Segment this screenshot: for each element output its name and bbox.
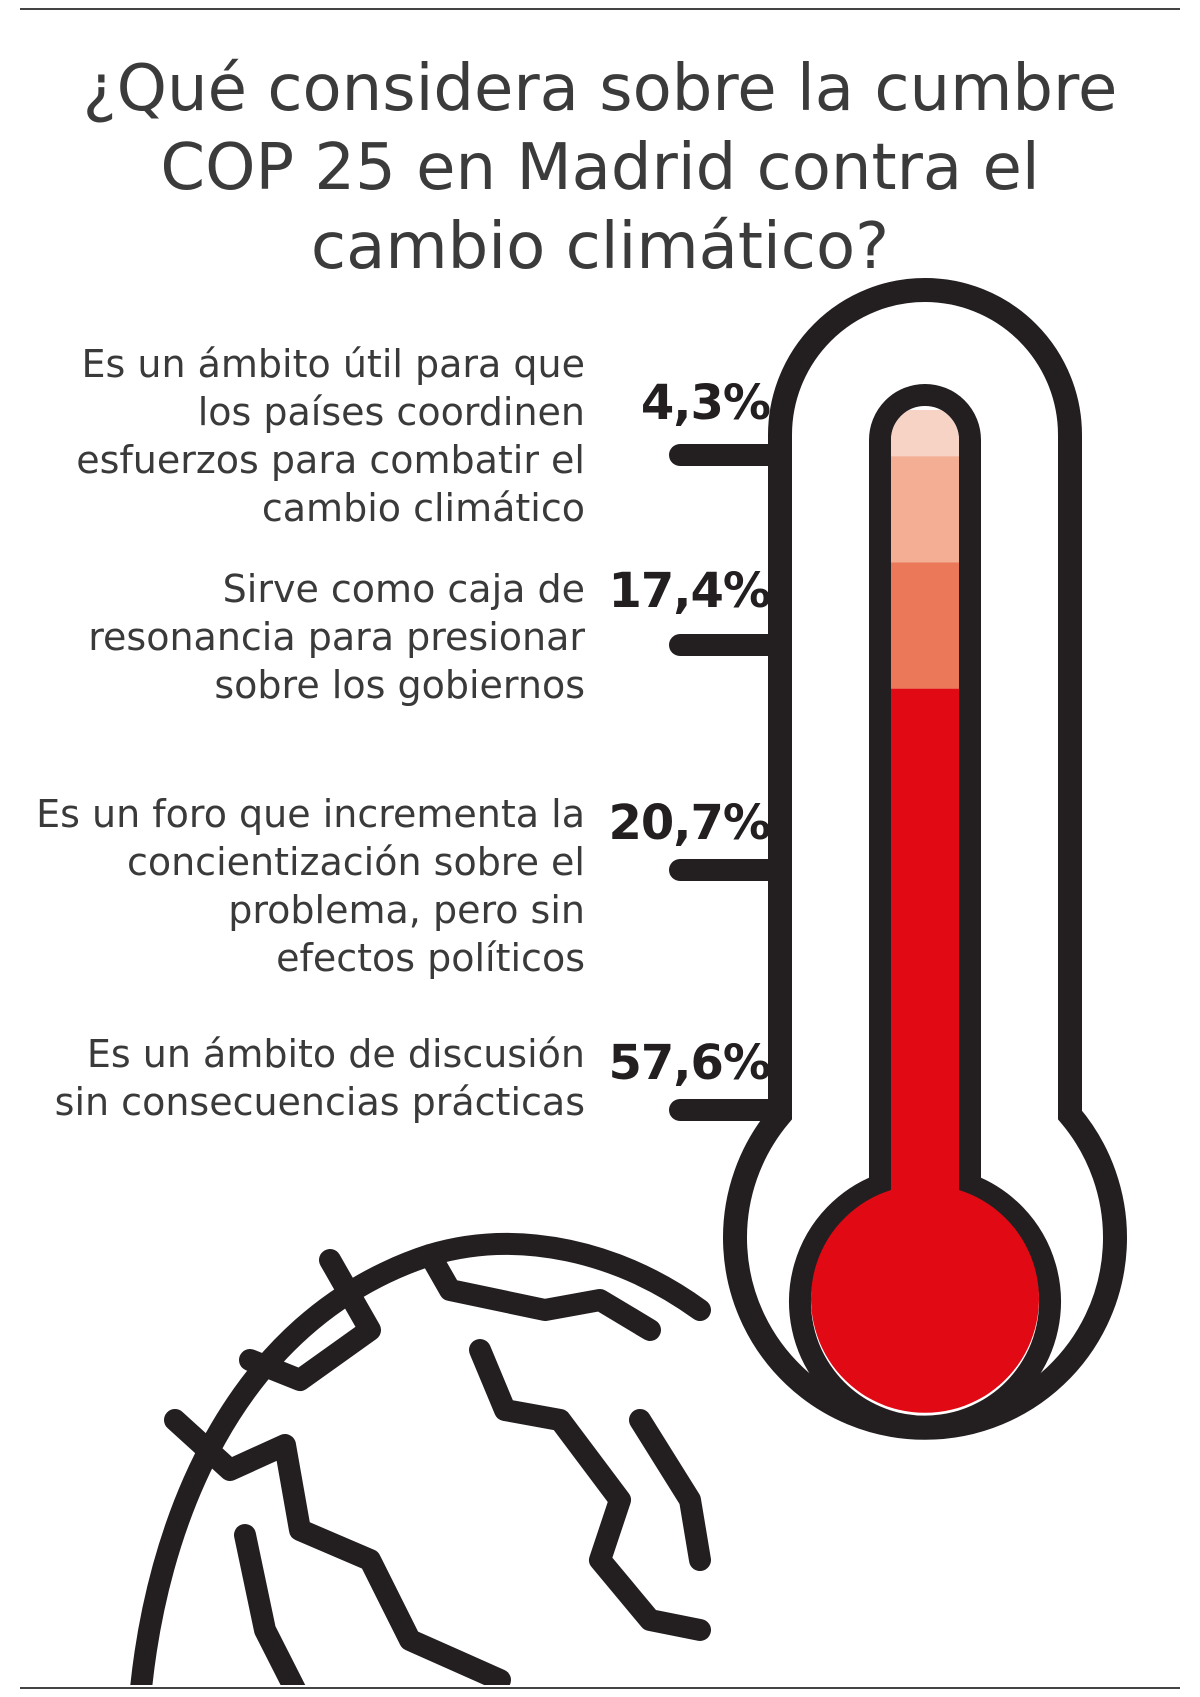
label-line: los países coordinen: [197, 390, 585, 434]
label-line: cambio climático: [261, 486, 585, 530]
category-label-1: Es un ámbito útil para que los países co…: [25, 340, 585, 532]
globe-continent: [419, 1244, 661, 1341]
globe-continent: [234, 1524, 306, 1685]
globe-continent: [629, 1409, 711, 1571]
thermometer: [723, 278, 1127, 1440]
globe-continent: [164, 1409, 511, 1685]
label-line: efectos políticos: [276, 936, 585, 980]
globe-continent: [239, 1249, 381, 1391]
tick-marks: [669, 444, 791, 1121]
globe-icon: [130, 1232, 711, 1685]
chart-title: ¿Qué considera sobre la cumbre COP 25 en…: [40, 50, 1160, 287]
bottom-rule: [20, 1687, 1180, 1689]
label-line: Es un foro que incrementa la: [36, 792, 585, 836]
category-label-4: Es un ámbito de discusión sin consecuenc…: [25, 1030, 585, 1126]
globe-outline: [130, 1232, 711, 1685]
label-line: esfuerzos para combatir el: [76, 438, 585, 482]
top-rule: [20, 8, 1180, 10]
category-label-3: Es un foro que incrementa la concientiza…: [25, 790, 585, 982]
value-label-1: 4,3%: [640, 375, 771, 431]
category-label-2: Sirve como caja de resonancia para presi…: [25, 565, 585, 709]
title-line: cambio climático?: [310, 210, 890, 284]
label-line: concientización sobre el: [126, 840, 585, 884]
label-line: Es un ámbito útil para que: [81, 342, 586, 386]
title-line: COP 25 en Madrid contra el: [160, 131, 1040, 205]
label-line: resonancia para presionar: [88, 615, 585, 659]
fill-segment-2: [811, 456, 1040, 563]
value-label-2: 17,4%: [608, 563, 771, 619]
title-line: ¿Qué considera sobre la cumbre: [82, 52, 1118, 126]
value-label-3: 20,7%: [608, 795, 771, 851]
label-line: sobre los gobiernos: [214, 663, 585, 707]
thermometer-fill-layer: [811, 410, 1040, 1413]
label-line: Sirve como caja de: [222, 567, 585, 611]
label-line: Es un ámbito de discusión: [86, 1032, 585, 1076]
label-line: problema, pero sin: [228, 888, 585, 932]
fill-segment-3: [811, 562, 1040, 689]
label-line: sin consecuencias prácticas: [54, 1080, 585, 1124]
globe-continent: [469, 1339, 711, 1641]
value-label-4: 57,6%: [608, 1035, 771, 1091]
